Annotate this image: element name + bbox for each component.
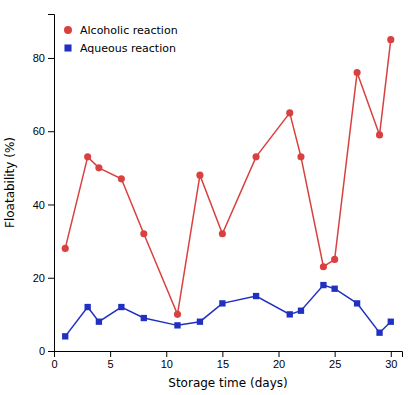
tick-mark [222, 351, 223, 357]
x-axis-title: Storage time (days) [168, 376, 287, 390]
tick-mark [48, 204, 54, 205]
tick-mark [279, 351, 280, 357]
point [376, 131, 383, 138]
point [298, 308, 304, 314]
point [141, 315, 147, 321]
tick-label: 10 [161, 358, 173, 370]
line [65, 40, 391, 315]
point [297, 153, 304, 160]
axis-line [55, 352, 403, 358]
line [65, 285, 391, 336]
legend-label: Alcoholic reaction [80, 24, 178, 37]
tick: 40 [33, 198, 54, 210]
point [140, 230, 147, 237]
point [219, 230, 226, 237]
tick-mark [48, 278, 54, 279]
point [84, 153, 91, 160]
tick-label: 25 [329, 358, 341, 370]
axis-line [48, 15, 55, 352]
point [354, 300, 360, 306]
legend-label: Aqueous reaction [80, 42, 176, 55]
tick: 20 [33, 272, 54, 284]
point [331, 256, 338, 263]
point [354, 69, 361, 76]
tick: 0 [39, 345, 54, 357]
point [95, 164, 102, 171]
legend-swatch [64, 26, 72, 34]
point [387, 36, 394, 43]
point [174, 311, 181, 318]
tick-mark [110, 351, 111, 357]
plot: 051015202530020406080Alcoholic reactionA… [33, 15, 403, 370]
point [253, 293, 259, 299]
point [252, 153, 259, 160]
tick-label: 40 [33, 198, 45, 210]
tick-mark [48, 351, 54, 352]
tick-label: 30 [385, 358, 397, 370]
tick: 20 [273, 351, 285, 370]
chart: 051015202530020406080Alcoholic reactionA… [0, 0, 418, 395]
point [118, 304, 124, 310]
point [96, 319, 102, 325]
tick: 15 [217, 351, 229, 370]
tick-mark [335, 351, 336, 357]
point [286, 109, 293, 116]
tick-mark [48, 131, 54, 132]
legend-item: Alcoholic reaction [64, 24, 178, 37]
marks [62, 36, 395, 339]
point [85, 304, 91, 310]
point [118, 175, 125, 182]
tick-label: 0 [39, 345, 45, 357]
point [320, 263, 327, 270]
point [197, 319, 203, 325]
tick-label: 60 [33, 125, 45, 137]
tick: 60 [33, 125, 54, 137]
tick-label: 5 [108, 358, 114, 370]
tick-label: 15 [217, 358, 229, 370]
tick: 5 [108, 351, 114, 370]
point [287, 311, 293, 317]
tick-label: 80 [33, 52, 45, 64]
y-axis-title: Floatability (%) [3, 137, 17, 228]
tick-mark [48, 58, 54, 59]
legend-swatch [64, 44, 71, 51]
tick-label: 20 [273, 358, 285, 370]
tick: 10 [161, 351, 173, 370]
point [62, 333, 68, 339]
point [174, 322, 180, 328]
legend: Alcoholic reaction Aqueous reaction [64, 24, 178, 55]
point [376, 330, 382, 336]
tick-label: 20 [33, 272, 45, 284]
point [196, 172, 203, 179]
tick: 80 [33, 52, 54, 64]
tick-mark [391, 351, 392, 357]
point [388, 319, 394, 325]
y-axis: 0 20 40 60 80 [33, 15, 55, 358]
point [62, 245, 69, 252]
tick: 25 [329, 351, 341, 370]
point [320, 282, 326, 288]
tick-mark [166, 351, 167, 357]
point [219, 300, 225, 306]
point [331, 286, 337, 292]
tick-label: 0 [51, 358, 57, 370]
tick: 30 [385, 351, 397, 370]
tick: 0 [51, 351, 57, 370]
legend-item: Aqueous reaction [64, 42, 175, 55]
x-axis: 0 5 10 15 20 25 30 [51, 351, 402, 370]
